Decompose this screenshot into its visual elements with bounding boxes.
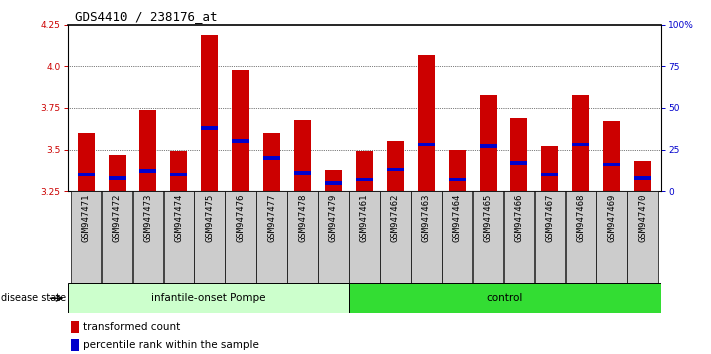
- Bar: [387, 168, 404, 171]
- FancyBboxPatch shape: [380, 191, 411, 283]
- Bar: [510, 161, 528, 165]
- Bar: [139, 110, 156, 191]
- Bar: [418, 143, 434, 147]
- Bar: [479, 95, 496, 191]
- FancyBboxPatch shape: [597, 191, 627, 283]
- Bar: [109, 176, 126, 180]
- FancyBboxPatch shape: [257, 191, 287, 283]
- Bar: [356, 178, 373, 181]
- Bar: [109, 155, 126, 191]
- Bar: [294, 171, 311, 175]
- Text: GSM947467: GSM947467: [545, 194, 555, 242]
- Text: GSM947469: GSM947469: [607, 194, 616, 242]
- Text: control: control: [487, 293, 523, 303]
- Bar: [325, 170, 342, 191]
- Text: GSM947468: GSM947468: [577, 194, 585, 242]
- Bar: [449, 149, 466, 191]
- FancyBboxPatch shape: [164, 191, 194, 283]
- Bar: [572, 95, 589, 191]
- Text: GSM947479: GSM947479: [329, 194, 338, 242]
- Text: GSM947471: GSM947471: [82, 194, 90, 242]
- Text: transformed count: transformed count: [83, 322, 181, 332]
- Bar: [77, 133, 95, 191]
- FancyBboxPatch shape: [442, 191, 472, 283]
- Bar: [77, 173, 95, 176]
- FancyBboxPatch shape: [102, 191, 132, 283]
- Text: percentile rank within the sample: percentile rank within the sample: [83, 340, 259, 350]
- Bar: [171, 151, 188, 191]
- FancyBboxPatch shape: [627, 191, 658, 283]
- FancyBboxPatch shape: [71, 191, 102, 283]
- Text: GSM947478: GSM947478: [298, 194, 307, 242]
- FancyBboxPatch shape: [225, 191, 256, 283]
- Bar: [171, 173, 188, 176]
- FancyBboxPatch shape: [133, 191, 164, 283]
- Text: GSM947477: GSM947477: [267, 194, 276, 242]
- Bar: [325, 181, 342, 185]
- Text: GSM947465: GSM947465: [483, 194, 493, 242]
- Bar: [418, 55, 434, 191]
- Text: infantile-onset Pompe: infantile-onset Pompe: [151, 293, 265, 303]
- FancyBboxPatch shape: [473, 191, 503, 283]
- Bar: [387, 141, 404, 191]
- Text: GSM947475: GSM947475: [205, 194, 214, 242]
- FancyBboxPatch shape: [565, 191, 596, 283]
- Bar: [356, 151, 373, 191]
- Text: GSM947474: GSM947474: [174, 194, 183, 242]
- Bar: [201, 35, 218, 191]
- Text: disease state: disease state: [1, 293, 66, 303]
- Bar: [541, 146, 558, 191]
- Text: GSM947470: GSM947470: [638, 194, 647, 242]
- Text: GSM947463: GSM947463: [422, 194, 431, 242]
- Text: GSM947462: GSM947462: [391, 194, 400, 242]
- FancyBboxPatch shape: [287, 191, 318, 283]
- FancyBboxPatch shape: [349, 283, 661, 313]
- Text: GSM947466: GSM947466: [515, 194, 523, 242]
- Bar: [232, 139, 250, 143]
- Text: GSM947472: GSM947472: [112, 194, 122, 242]
- FancyBboxPatch shape: [349, 191, 380, 283]
- FancyBboxPatch shape: [411, 191, 442, 283]
- FancyBboxPatch shape: [68, 283, 349, 313]
- FancyBboxPatch shape: [535, 191, 565, 283]
- Text: GSM947464: GSM947464: [453, 194, 461, 242]
- Bar: [541, 173, 558, 176]
- Bar: [510, 118, 528, 191]
- Bar: [603, 163, 620, 166]
- Bar: [263, 156, 280, 160]
- Bar: [139, 169, 156, 173]
- Bar: [449, 178, 466, 181]
- Bar: [294, 120, 311, 191]
- Text: GSM947461: GSM947461: [360, 194, 369, 242]
- Text: GDS4410 / 238176_at: GDS4410 / 238176_at: [75, 10, 217, 23]
- FancyBboxPatch shape: [195, 191, 225, 283]
- Text: GSM947473: GSM947473: [144, 194, 152, 242]
- Bar: [263, 133, 280, 191]
- Bar: [71, 339, 79, 351]
- Bar: [634, 176, 651, 180]
- FancyBboxPatch shape: [503, 191, 534, 283]
- Bar: [201, 126, 218, 130]
- Bar: [603, 121, 620, 191]
- FancyBboxPatch shape: [318, 191, 349, 283]
- Bar: [572, 143, 589, 147]
- Bar: [71, 321, 79, 333]
- Bar: [232, 70, 250, 191]
- Text: GSM947476: GSM947476: [236, 194, 245, 242]
- Bar: [479, 144, 496, 148]
- Bar: [634, 161, 651, 191]
